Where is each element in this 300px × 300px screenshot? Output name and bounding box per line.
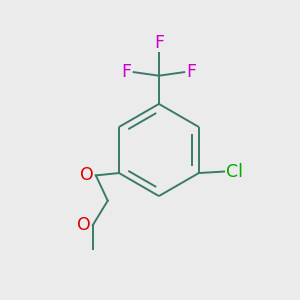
Text: F: F xyxy=(187,63,196,81)
Text: F: F xyxy=(121,63,131,81)
Text: F: F xyxy=(154,34,164,52)
Text: O: O xyxy=(80,167,94,184)
Text: O: O xyxy=(77,216,91,234)
Text: Cl: Cl xyxy=(226,163,243,181)
